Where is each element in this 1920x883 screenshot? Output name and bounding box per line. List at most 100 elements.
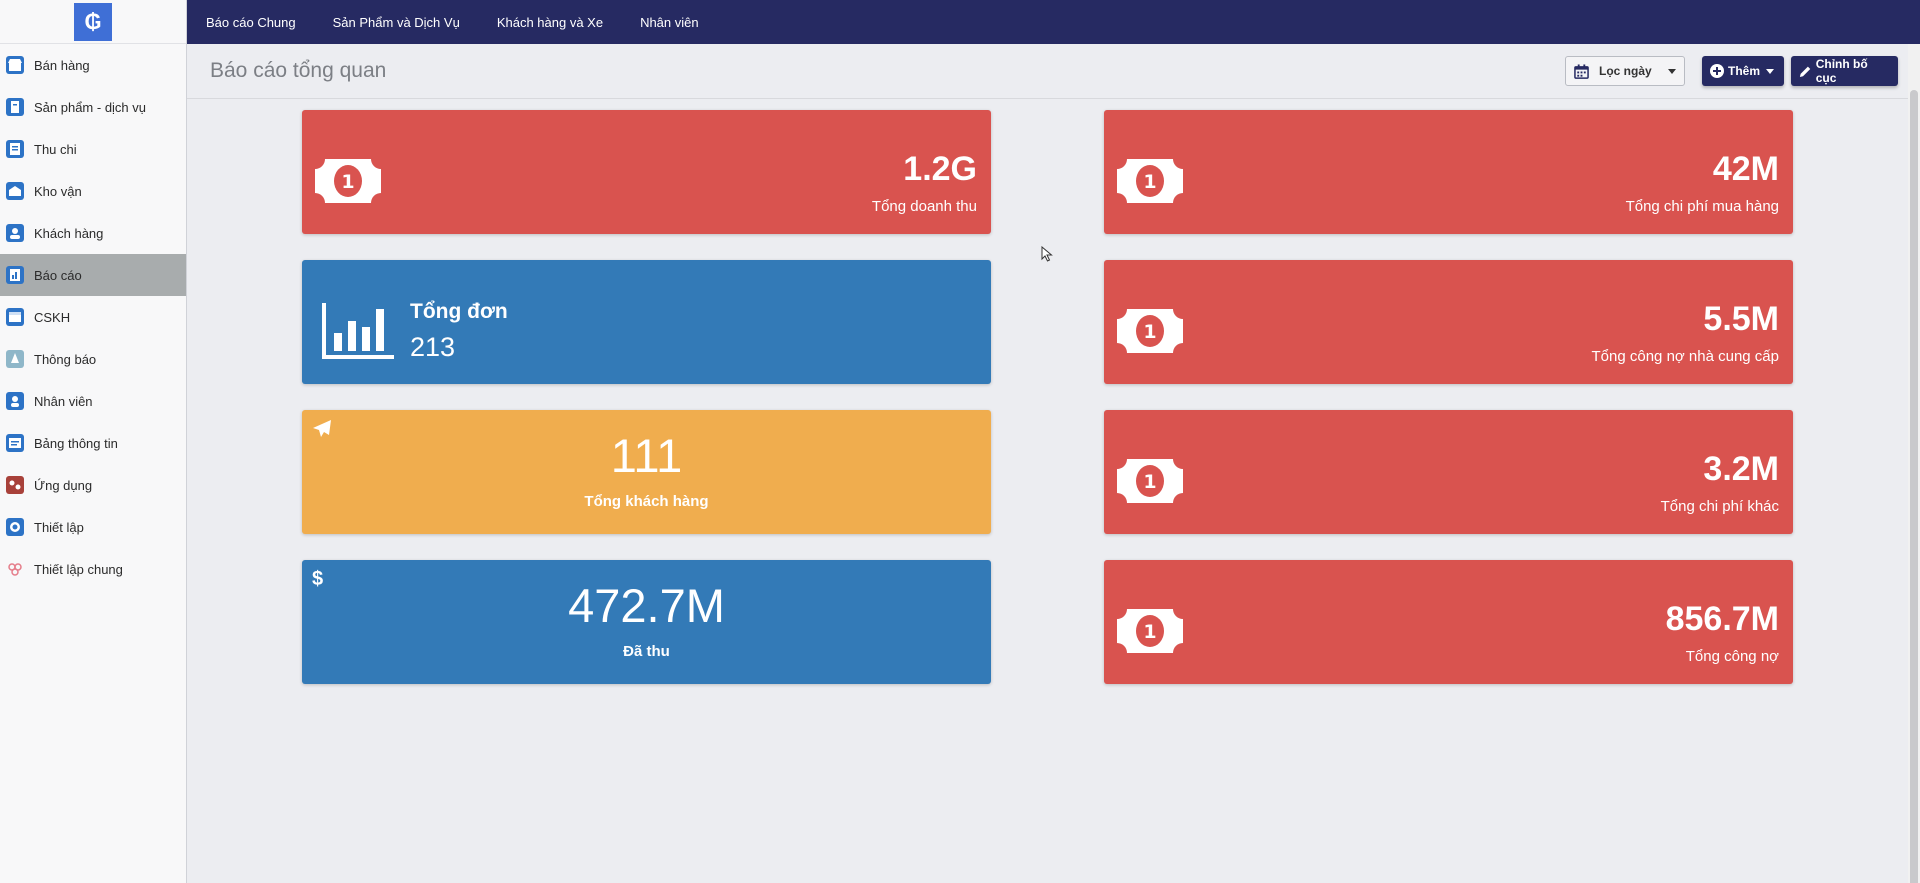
sidebar-item-label: Ứng dụng <box>34 477 93 493</box>
add-button[interactable]: Thêm <box>1702 56 1784 86</box>
revenue-card: 1 1.2G Tổng doanh thu <box>302 110 991 234</box>
revenue-label: Tổng doanh thu <box>871 198 977 215</box>
page-title: Báo cáo tổng quan <box>210 59 387 82</box>
warehouse-icon <box>6 182 24 200</box>
svg-text:1: 1 <box>341 171 354 193</box>
customers-label: Tổng khách hàng <box>584 493 709 510</box>
svg-text:1: 1 <box>1143 321 1156 343</box>
product-icon <box>6 98 24 116</box>
apps-icon <box>6 476 24 494</box>
purchase-cost-value: 42M <box>1712 150 1779 188</box>
sidebar-item-label: Thu chi <box>34 141 77 157</box>
topnav-item-customers-vehicles[interactable]: Khách hàng và Xe <box>496 14 604 30</box>
sidebar-item-report[interactable]: Báo cáo <box>0 254 186 296</box>
sidebar-item-label: Báo cáo <box>34 267 82 283</box>
topnav-item-products-services[interactable]: Sản Phẩm và Dịch Vụ <box>332 14 460 30</box>
collected-label: Đã thu <box>623 643 670 660</box>
board-icon <box>6 434 24 452</box>
sidebar: ₲ Bán hàng Sản phẩm - dịch vụ Thu chi Kho v… <box>0 0 187 883</box>
report-icon <box>6 266 24 284</box>
page-header: Báo cáo tổng quan Lọc ngày Thêm <box>187 44 1908 99</box>
vertical-scrollbar[interactable] <box>1908 44 1920 883</box>
chevron-down-icon <box>1766 68 1775 74</box>
store-icon <box>6 56 24 74</box>
sidebar-item-label: Nhân viên <box>34 393 93 409</box>
purchase-cost-card: 1 42M Tổng chi phí mua hàng <box>1104 110 1793 234</box>
paper-plane-icon <box>313 420 331 437</box>
other-cost-label: Tổng chi phí khác <box>1660 498 1779 515</box>
sidebar-item-customer[interactable]: Khách hàng <box>0 212 186 254</box>
general-settings-icon <box>6 560 24 578</box>
mouse-cursor-icon <box>1041 246 1053 262</box>
sidebar-item-label: Bán hàng <box>34 57 90 73</box>
sidebar-item-employee[interactable]: Nhân viên <box>0 380 186 422</box>
sidebar-item-support[interactable]: CSKH <box>0 296 186 338</box>
topnav-item-general-report[interactable]: Báo cáo Chung <box>206 14 296 30</box>
purchase-cost-label: Tổng chi phí mua hàng <box>1625 198 1779 215</box>
sidebar-item-label: Bảng thông tin <box>34 435 118 451</box>
sidebar-item-warehouse[interactable]: Kho vận <box>0 170 186 212</box>
sidebar-item-receipt[interactable]: Thu chi <box>0 128 186 170</box>
supplier-debt-label: Tổng công nợ nhà cung cấp <box>1591 348 1779 365</box>
sidebar-logo: ₲ <box>0 0 186 44</box>
total-debt-label: Tổng công nợ <box>1685 648 1779 665</box>
sidebar-menu: Bán hàng Sản phẩm - dịch vụ Thu chi Kho vận… <box>0 44 186 590</box>
add-button-label: Thêm <box>1728 64 1761 78</box>
collected-value: 472.7M <box>568 579 725 632</box>
sidebar-item-store[interactable]: Bán hàng <box>0 44 186 86</box>
other-cost-value: 3.2M <box>1703 450 1779 488</box>
sidebar-item-apps[interactable]: Ứng dụng <box>0 464 186 506</box>
header-actions: Lọc ngày Thêm Chỉnh bố cục <box>1565 56 1898 86</box>
orders-value: 213 <box>410 332 456 362</box>
other-cost-card: 1 3.2M Tổng chi phí khác <box>1104 410 1793 534</box>
pencil-icon <box>1799 66 1811 77</box>
sidebar-item-product[interactable]: Sản phẩm - dịch vụ <box>0 86 186 128</box>
sidebar-item-board[interactable]: Bảng thông tin <box>0 422 186 464</box>
customers-value: 111 <box>610 429 683 482</box>
orders-title: Tổng đơn <box>410 300 508 323</box>
calendar-icon <box>1574 63 1589 79</box>
sidebar-item-label: Sản phẩm - dịch vụ <box>34 99 147 115</box>
sidebar-item-label: Kho vận <box>34 183 82 199</box>
svg-text:1: 1 <box>1143 621 1156 643</box>
money-bill-icon: 1 <box>1117 609 1183 653</box>
bar-chart-icon <box>322 303 394 359</box>
money-bill-icon: 1 <box>1117 459 1183 503</box>
total-debt-card: 1 856.7M Tổng công nợ <box>1104 560 1793 684</box>
edit-layout-label: Chỉnh bố cục <box>1815 57 1868 85</box>
notification-icon <box>6 350 24 368</box>
sidebar-item-label: Thông báo <box>34 351 97 367</box>
plus-circle-icon <box>1710 64 1724 78</box>
revenue-value: 1.2G <box>903 150 977 188</box>
sidebar-item-label: CSKH <box>34 309 71 325</box>
sidebar-item-general-settings[interactable]: Thiết lập chung <box>0 548 186 590</box>
svg-text:1: 1 <box>1143 171 1156 193</box>
customers-card: 111 Tổng khách hàng <box>302 410 991 534</box>
chevron-down-icon <box>1668 68 1676 74</box>
money-bill-icon: 1 <box>315 159 381 203</box>
sidebar-item-settings[interactable]: Thiết lập <box>0 506 186 548</box>
money-bill-icon: 1 <box>1117 309 1183 353</box>
app-logo-icon[interactable]: ₲ <box>74 2 112 41</box>
money-bill-icon: 1 <box>1117 159 1183 203</box>
sidebar-item-label: Khách hàng <box>34 225 104 241</box>
sidebar-item-label: Thiết lập <box>34 519 84 535</box>
supplier-debt-value: 5.5M <box>1703 300 1779 338</box>
supplier-debt-card: 1 5.5M Tổng công nợ nhà cung cấp <box>1104 260 1793 384</box>
date-filter-dropdown[interactable]: Lọc ngày <box>1565 56 1685 86</box>
sidebar-item-notification[interactable]: Thông báo <box>0 338 186 380</box>
total-debt-value: 856.7M <box>1665 600 1779 638</box>
svg-text:1: 1 <box>1143 471 1156 493</box>
date-filter-label: Lọc ngày <box>1599 64 1652 78</box>
settings-icon <box>6 518 24 536</box>
scrollbar-thumb[interactable] <box>1910 90 1918 883</box>
collected-card: $ 472.7M Đã thu <box>302 560 991 684</box>
support-icon <box>6 308 24 326</box>
employee-icon <box>6 392 24 410</box>
orders-card: Tổng đơn 213 <box>302 260 991 384</box>
topnav-item-employees[interactable]: Nhân viên <box>640 14 699 30</box>
edit-layout-button[interactable]: Chỉnh bố cục <box>1791 56 1898 86</box>
dollar-icon: $ <box>312 568 324 590</box>
sidebar-item-label: Thiết lập chung <box>34 561 123 577</box>
customer-icon <box>6 224 24 242</box>
